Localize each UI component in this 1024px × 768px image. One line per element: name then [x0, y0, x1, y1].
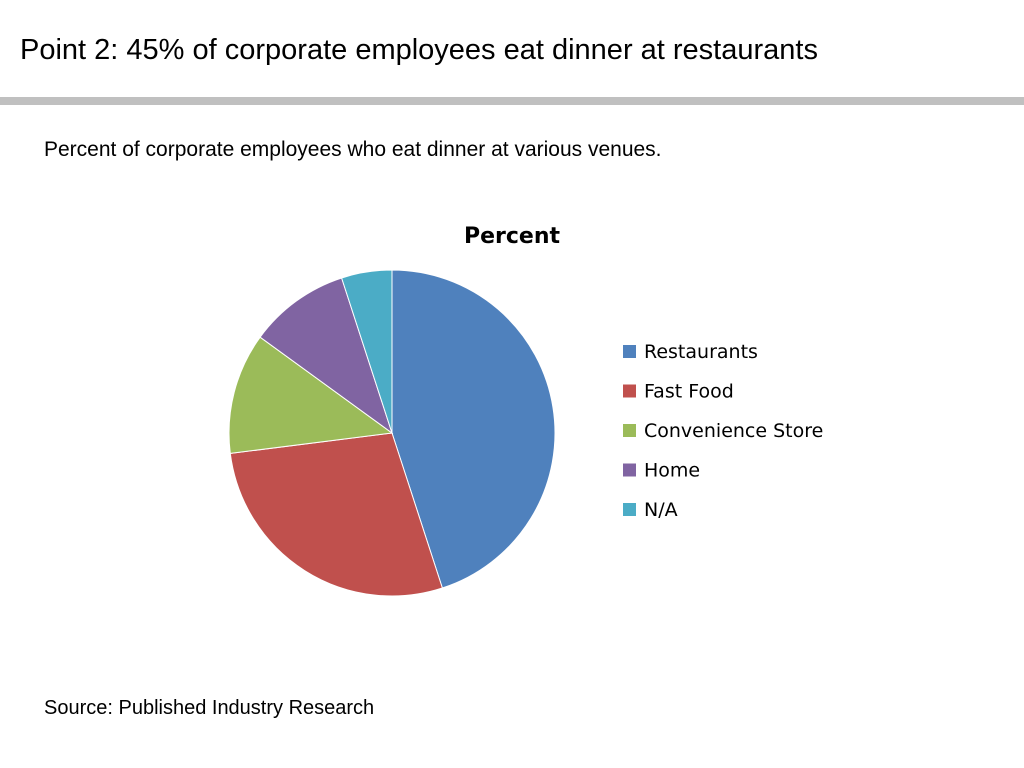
legend-swatch-n-a — [623, 503, 636, 516]
title-divider — [0, 97, 1024, 105]
pie-slice-fast-food — [229, 432, 444, 597]
legend-swatch-home — [623, 463, 636, 477]
chart-title: Percent — [464, 224, 561, 249]
legend-swatch-convenience-store — [623, 424, 636, 437]
source-note: Source: Published Industry Research — [44, 697, 375, 719]
slide-subtitle: Percent of corporate employees who eat d… — [44, 138, 662, 161]
legend-label-restaurants: Restaurants — [644, 341, 758, 363]
pie-slice-n-a — [340, 269, 393, 434]
pie-slice-restaurants — [391, 269, 556, 589]
legend-label-fast-food: Fast Food — [644, 381, 734, 403]
pie-slice-home — [259, 277, 393, 435]
legend-label-home: Home — [644, 460, 700, 482]
slide-title: Point 2: 45% of corporate employees eat … — [20, 34, 818, 66]
legend-label-n-a: N/A — [644, 499, 678, 521]
pie-slice-convenience-store — [228, 336, 394, 454]
chart-legend: Restaurants Fast Food Convenience Store Hom… — [623, 341, 823, 521]
legend-swatch-restaurants — [623, 345, 636, 358]
pie-slices — [228, 269, 556, 597]
legend-swatch-fast-food — [623, 384, 636, 398]
legend-label-convenience-store: Convenience Store — [644, 420, 823, 442]
